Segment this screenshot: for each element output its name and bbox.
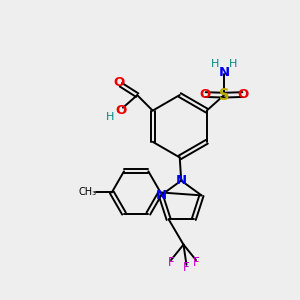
Text: F: F: [193, 256, 199, 269]
Text: F: F: [183, 261, 190, 274]
Text: O: O: [237, 88, 249, 101]
Text: H: H: [229, 59, 237, 69]
Text: N: N: [176, 174, 187, 187]
Text: N: N: [155, 189, 167, 202]
Text: F: F: [168, 256, 174, 269]
Text: O: O: [116, 103, 127, 116]
Text: N: N: [218, 66, 230, 79]
Text: O: O: [199, 88, 211, 101]
Text: O: O: [113, 76, 124, 89]
Text: H: H: [106, 112, 115, 122]
Text: CH₃: CH₃: [79, 188, 97, 197]
Text: H: H: [211, 59, 219, 69]
Text: S: S: [219, 88, 229, 103]
